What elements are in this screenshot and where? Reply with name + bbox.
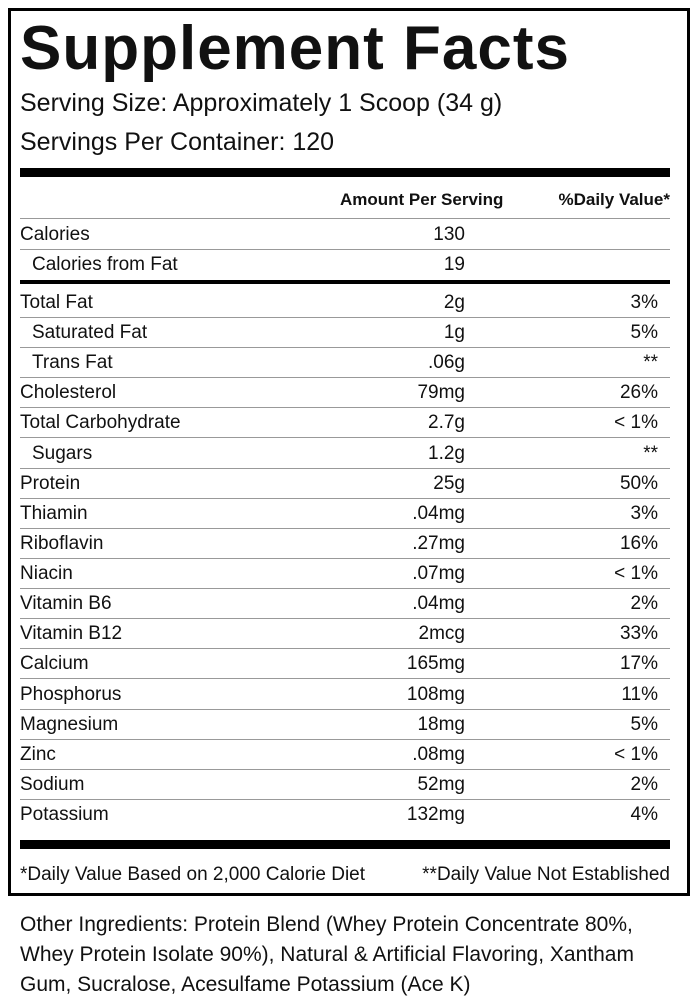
amount: 19 xyxy=(443,254,465,275)
table-row: Potassium 132mg 4% xyxy=(20,800,670,830)
amount: 108mg xyxy=(406,683,465,705)
daily-value: < 1% xyxy=(614,563,658,585)
amount: 1.2g xyxy=(428,442,465,464)
nutrient-name: Sugars xyxy=(32,442,93,464)
table-row: Thiamin .04mg 3% xyxy=(20,499,670,529)
amount: 2mcg xyxy=(418,623,465,645)
daily-value: 2% xyxy=(630,593,658,615)
daily-value: 5% xyxy=(630,713,658,735)
nutrient-name: Total Fat xyxy=(20,292,93,313)
daily-value: < 1% xyxy=(614,743,658,765)
thick-rule xyxy=(20,168,670,177)
amount: .27mg xyxy=(412,532,465,554)
table-row: Sugars 1.2g ** xyxy=(20,439,670,469)
amount: 25g xyxy=(433,472,465,494)
thick-rule xyxy=(20,840,670,849)
nutrient-name: Riboflavin xyxy=(20,532,104,554)
title: Supplement Facts xyxy=(20,14,570,83)
amount: 79mg xyxy=(417,382,465,404)
nutrient-name: Vitamin B12 xyxy=(20,623,123,645)
nutrient-name: Zinc xyxy=(20,743,56,765)
nutrient-name: Niacin xyxy=(20,563,73,585)
ingredients-line: Whey Protein Isolate 90%), Natural & Art… xyxy=(20,943,634,966)
amount: .07mg xyxy=(412,563,465,585)
servings-per-container: Servings Per Container: 120 xyxy=(20,128,335,156)
nutrient-name: Thiamin xyxy=(20,502,88,524)
table-row: Riboflavin .27mg 16% xyxy=(20,529,670,559)
daily-value: 5% xyxy=(630,322,658,344)
amount: .04mg xyxy=(412,593,465,615)
amount: 1g xyxy=(443,322,465,344)
amount: .06g xyxy=(428,352,465,374)
daily-value: ** xyxy=(643,442,658,464)
nutrient-name: Calories from Fat xyxy=(32,254,178,275)
column-header: %Daily Value* xyxy=(558,190,670,209)
nutrient-name: Trans Fat xyxy=(32,352,113,374)
nutrient-name: Protein xyxy=(20,472,81,494)
table-row: Total Fat 2g 3% xyxy=(20,288,670,318)
daily-value: 17% xyxy=(619,653,658,675)
table-row: Calories from Fat 19 xyxy=(20,250,670,280)
amount: 165mg xyxy=(406,653,465,675)
header-rule xyxy=(20,189,670,219)
nutrient-name: Total Carbohydrate xyxy=(20,412,181,434)
nutrient-name: Sodium xyxy=(20,773,85,795)
ingredients-line: Other Ingredients: Protein Blend (Whey P… xyxy=(20,913,633,936)
table-row: Protein 25g 50% xyxy=(20,469,670,499)
nutrient-name: Phosphorus xyxy=(20,683,122,705)
thick-rule xyxy=(20,280,670,284)
table-row: Vitamin B6 .04mg 2% xyxy=(20,589,670,620)
amount: 130 xyxy=(433,224,465,245)
table-row: Total Carbohydrate 2.7g < 1% xyxy=(20,408,670,439)
daily-value: 26% xyxy=(619,382,658,404)
daily-value: 3% xyxy=(630,502,658,524)
daily-value: 2% xyxy=(630,773,658,795)
amount: .04mg xyxy=(412,502,465,524)
amount: 2.7g xyxy=(428,412,465,434)
daily-value: 33% xyxy=(619,623,658,645)
table-row: Saturated Fat 1g 5% xyxy=(20,318,670,349)
table-row: Niacin .07mg < 1% xyxy=(20,559,670,590)
footnote: **Daily Value Not Established xyxy=(422,864,670,885)
nutrient-name: Calories xyxy=(20,224,90,245)
amount: 18mg xyxy=(417,713,465,735)
nutrient-name: Calcium xyxy=(20,653,89,675)
table-row: Calcium 165mg 17% xyxy=(20,649,670,680)
table-row: Magnesium 18mg 5% xyxy=(20,710,670,740)
table-row: Calories 130 xyxy=(20,220,670,250)
table-row: Phosphorus 108mg 11% xyxy=(20,680,670,710)
table-row: Cholesterol 79mg 26% xyxy=(20,378,670,409)
footnote: *Daily Value Based on 2,000 Calorie Diet xyxy=(20,864,366,885)
daily-value: ** xyxy=(643,352,658,374)
amount: 2g xyxy=(443,292,465,313)
table-row: Sodium 52mg 2% xyxy=(20,770,670,800)
ingredients-line: Gum, Sucralose, Acesulfame Potassium (Ac… xyxy=(20,973,471,996)
amount: 52mg xyxy=(417,773,465,795)
nutrient-name: Potassium xyxy=(20,804,109,826)
amount: .08mg xyxy=(412,743,465,765)
table-row: Vitamin B12 2mcg 33% xyxy=(20,619,670,650)
amount: 132mg xyxy=(406,804,465,826)
daily-value: < 1% xyxy=(614,412,658,434)
daily-value: 50% xyxy=(619,472,658,494)
nutrient-name: Cholesterol xyxy=(20,382,117,404)
nutrient-name: Magnesium xyxy=(20,713,119,735)
nutrient-name: Vitamin B6 xyxy=(20,593,112,615)
table-row: Trans Fat .06g ** xyxy=(20,348,670,379)
column-header: Amount Per Serving xyxy=(340,190,504,209)
table-row: Zinc .08mg < 1% xyxy=(20,740,670,770)
serving-size: Serving Size: Approximately 1 Scoop (34 … xyxy=(20,89,503,117)
nutrient-name: Saturated Fat xyxy=(32,322,148,344)
daily-value: 16% xyxy=(619,532,658,554)
daily-value: 4% xyxy=(630,804,658,826)
daily-value: 11% xyxy=(621,683,658,705)
label-border xyxy=(8,8,690,896)
daily-value: 3% xyxy=(630,292,658,313)
